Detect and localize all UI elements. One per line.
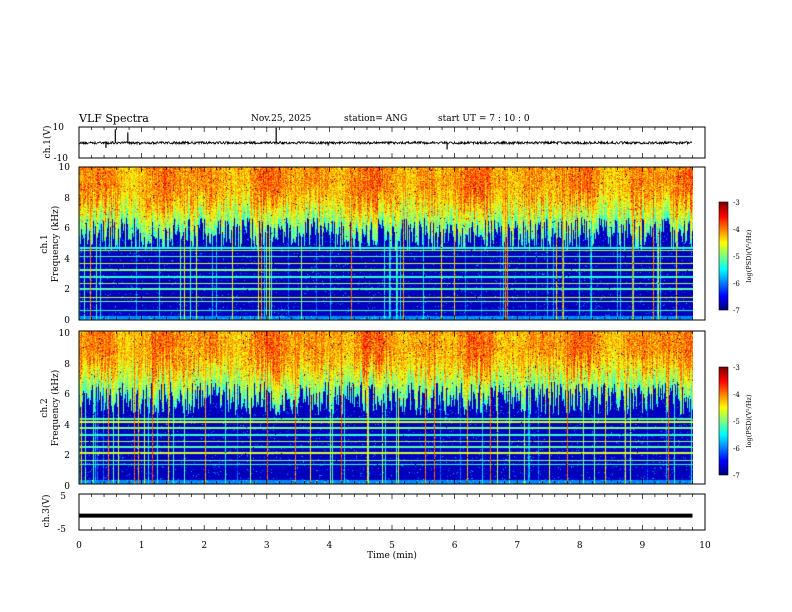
ch1-ytick-6: 6	[64, 224, 70, 234]
ch1-cbar-tick-m6: -6	[733, 280, 740, 288]
time-tick-label: 7	[514, 541, 520, 551]
date-label: Nov.25, 2025	[251, 114, 312, 124]
ch3-ylabel: ch.3(V)	[41, 495, 52, 528]
ch2-spectrogram-image	[79, 331, 693, 484]
ch3-waveform-frame	[78, 493, 706, 531]
ch1-cbar-tick-m4: -4	[733, 226, 740, 234]
ch3-ytick-top: 5	[60, 492, 66, 502]
time-tick-label: 2	[201, 541, 207, 551]
ch1-ytick-8: 8	[64, 194, 70, 204]
ch1-ytick-bottom: -10	[54, 154, 69, 164]
ch2-ytick-8: 8	[64, 360, 70, 370]
ch2-spec-ylabel: Frequency (kHz)	[50, 370, 61, 447]
ch1-spikes	[105, 127, 678, 150]
ch2-spectrogram-panel: 0 2 4 6 8 10 ch.2 Frequency (kHz) -3 -4 …	[40, 329, 753, 492]
ch1-waveform-ticks	[78, 127, 706, 158]
time-axis-tick-labels: 0 1 2 3 4 5 6 7 8 9 10	[76, 541, 711, 551]
time-tick-label: 9	[640, 541, 646, 551]
ch2-ytick-2: 2	[64, 451, 70, 461]
time-tick-label: 4	[327, 541, 333, 551]
ch2-cbar-tick-m3: -3	[733, 364, 740, 372]
ch2-spectrogram-frame	[78, 330, 706, 485]
ch2-ytick-10: 10	[59, 329, 71, 339]
ch1-spectrogram-image	[79, 167, 693, 320]
ch2-colorbar-image	[719, 367, 728, 475]
station-label: station= ANG	[344, 114, 408, 124]
ch2-ytick-6: 6	[64, 390, 70, 400]
ch1-ytick-2: 2	[64, 285, 70, 295]
ch1-spectrogram-panel: 0 2 4 6 8 10 ch.1 Frequency (kHz) -3 -4 …	[40, 163, 753, 326]
ch1-ytick-4: 4	[64, 255, 70, 265]
time-tick-label: 8	[577, 541, 583, 551]
ch1-spectrogram-frame	[78, 166, 706, 321]
ch1-spec-ylabel: Frequency (kHz)	[50, 206, 61, 283]
ch2-spec-ylabel-channel: ch.2	[40, 398, 50, 417]
ch2-spectrogram-ticks	[78, 331, 706, 484]
time-tick-label: 6	[452, 541, 458, 551]
ch2-ytick-4: 4	[64, 421, 70, 431]
ch1-cbar-tick-m3: -3	[733, 199, 740, 207]
figure-title: VLF Spectra	[79, 112, 149, 125]
ch2-cbar-tick-m5: -5	[733, 418, 740, 426]
time-axis-label: Time (min)	[367, 550, 417, 561]
ch3-waveform-ticks	[78, 494, 706, 530]
ch1-ytick-top: 10	[53, 123, 65, 133]
time-tick-label: 5	[389, 541, 395, 551]
ch1-cbar-tick-m5: -5	[733, 253, 740, 261]
ch1-ytick-10: 10	[59, 163, 71, 173]
time-tick-label: 10	[699, 541, 711, 551]
ch2-cbar-tick-m7: -7	[733, 472, 740, 480]
ch2-ytick-0: 0	[64, 482, 70, 492]
ch1-ytick-0: 0	[64, 316, 70, 326]
ch1-spec-ylabel-channel: ch.1	[40, 234, 50, 253]
ch1-colorbar-image	[719, 202, 728, 310]
ch2-colorbar-frame	[718, 366, 729, 476]
ch1-waveform-panel: 10 -10 ch.1(V)	[42, 123, 706, 164]
start-time-label: start UT = 7 : 10 : 0	[438, 114, 530, 124]
ch1-ylabel: ch.1(V)	[42, 126, 53, 159]
ch3-ytick-bottom: -5	[57, 525, 66, 535]
ch1-waveform-trace	[78, 140, 693, 146]
time-tick-label: 1	[139, 541, 145, 551]
ch2-colorbar-label: log(PSD)(V²/Hz)	[745, 394, 753, 447]
time-tick-label: 0	[76, 541, 82, 551]
time-tick-label: 3	[264, 541, 270, 551]
ch2-cbar-tick-m6: -6	[733, 445, 740, 453]
ch1-colorbar-frame	[718, 201, 729, 311]
ch3-waveform-panel: 5 -5 ch.3(V) 0 1 2 3 4 5 6 7 8 9 10 Time (min)	[41, 492, 711, 561]
ch2-cbar-tick-m4: -4	[733, 391, 740, 399]
ch1-cbar-tick-m7: -7	[733, 307, 740, 315]
ch1-colorbar-label: log(PSD)(V²/Hz)	[745, 229, 753, 282]
ch1-spectrogram-ticks	[78, 167, 706, 320]
